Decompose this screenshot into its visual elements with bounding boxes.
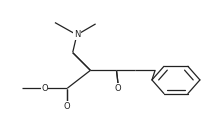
Text: O: O <box>64 102 70 111</box>
Text: O: O <box>41 84 48 93</box>
Text: O: O <box>114 84 121 93</box>
Text: N: N <box>74 30 80 39</box>
